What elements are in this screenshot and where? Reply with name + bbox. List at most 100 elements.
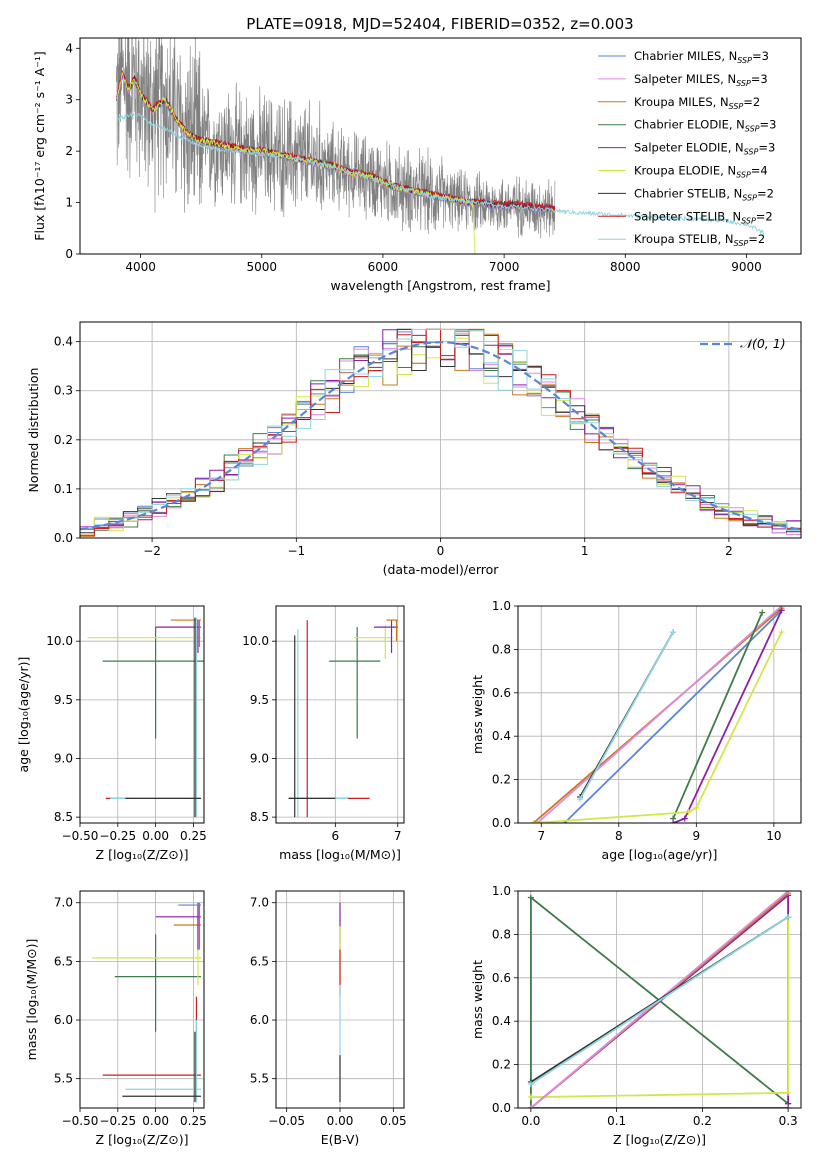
weight-point-marker (693, 804, 700, 811)
weight-point-marker (681, 815, 688, 822)
axes-frame-age-vs-mass (275, 605, 405, 824)
x-tick-label: 0.00 (142, 1114, 169, 1128)
weight-point-marker (785, 1089, 792, 1096)
x-tick-label: −1 (287, 544, 305, 558)
x-tick-label: 9000 (731, 260, 762, 274)
weight-series-line (536, 606, 783, 823)
legend-label-sub: SSP (734, 239, 749, 248)
legend-entry-label: Chabrier ELODIE, NSSP=3 (634, 118, 776, 134)
legend-label-main: Chabrier STELIB, N (634, 186, 742, 200)
x-tick-label: 0.3 (779, 1114, 798, 1128)
x-tick-label: −0.05 (268, 1114, 305, 1128)
x-tick-label: 6000 (368, 260, 399, 274)
legend-entry-label: 𝒩(0, 1) (740, 336, 786, 351)
y-axis-label: Flux [fλ10⁻¹⁷ erg cm⁻² s⁻¹ A⁻¹] (32, 51, 47, 240)
legend-label-main: Chabrier MILES, N (634, 49, 737, 63)
y-tick-label: 0.8 (492, 642, 511, 656)
legend-entry-label: Kroupa ELODIE, NSSP=4 (634, 164, 768, 180)
x-axis-label: Z [log₁₀(Z/Z⊙)] (96, 847, 189, 862)
legend-entry-label: Chabrier MILES, NSSP=3 (634, 49, 769, 65)
legend-label-count: =2 (756, 209, 773, 223)
x-tick-label: 0.05 (380, 1114, 407, 1128)
y-tick-label: 5.5 (54, 1072, 73, 1086)
y-tick-label: 6.0 (54, 1013, 73, 1027)
legend-label-main: Kroupa ELODIE, N (634, 164, 736, 178)
legend-label-sub: SSP (745, 125, 760, 134)
y-tick-label: 0.1 (54, 482, 73, 496)
y-axis-label: mass weight (470, 675, 485, 754)
y-tick-label: 4 (65, 41, 73, 55)
axes-frame-spectrum (79, 37, 802, 255)
x-axis-label: wavelength [Angstrom, rest frame] (330, 278, 550, 293)
y-tick-label: 8.5 (54, 810, 73, 824)
x-axis-label: (data-model)/error (383, 562, 500, 577)
x-tick-label: 7 (394, 829, 402, 843)
y-tick-label: 10.0 (46, 634, 73, 648)
panel-weight-vs-Z: 0.0 0.1 0.2 0.3 0.0 0.2 0.4 0.6 0.8 1.0 Z [log₁₀(Z… (470, 884, 802, 1147)
y-tick-label: 0.0 (54, 531, 73, 545)
weight-point-marker (670, 820, 677, 823)
weight-point-marker (527, 1081, 534, 1088)
weight-series-line (672, 612, 764, 820)
panel-mass-vs-Z: −0.50 −0.25 0.00 0.25 5.5 6.0 6.5 7.0 Z [log₁₀(Z… (24, 890, 207, 1147)
y-tick-label: 0 (65, 247, 73, 261)
weight-point-marker (527, 1094, 534, 1101)
x-tick-label: 7 (537, 829, 545, 843)
weight-series-line (563, 609, 783, 823)
weight-point-marker (759, 609, 766, 616)
x-axis-label: E(B-V) (321, 1132, 360, 1147)
y-tick-label: 7.0 (54, 896, 73, 910)
y-tick-label: 0.3 (54, 384, 73, 398)
legend-entry-label: Salpeter STELIB, NSSP=2 (634, 209, 773, 225)
x-tick-label: 0.25 (180, 1114, 207, 1128)
legend-label-main: Salpeter MILES, N (634, 72, 736, 86)
histogram-step (80, 328, 801, 538)
legend-label-sub: SSP (729, 102, 744, 111)
legend-label-count: =2 (757, 186, 774, 200)
y-tick-label: 0.4 (492, 729, 511, 743)
axes-frame-weight-vs-Z (517, 890, 802, 1109)
legend-label-sub: SSP (744, 148, 759, 157)
y-tick-label: 6.0 (250, 1013, 269, 1027)
y-tick-label: 1.0 (492, 599, 511, 613)
plot-layer: 4000 5000 6000 7000 8000 9000 0 1 2 3 4 wavelength … (16, 37, 802, 1147)
legend-entry-label: Salpeter MILES, NSSP=3 (634, 72, 768, 88)
weight-series-line (579, 631, 674, 800)
weight-point-marker (778, 629, 785, 636)
x-tick-label: −0.50 (62, 829, 99, 843)
y-tick-label: 6.5 (54, 954, 73, 968)
plot-area-spectrum (115, 38, 765, 254)
x-tick-label: −0.50 (62, 1114, 99, 1128)
x-tick-label: 0.00 (327, 1114, 354, 1128)
y-tick-label: 6.5 (250, 954, 269, 968)
legend-label-count: =3 (760, 118, 777, 132)
legend-label-main: Chabrier ELODIE, N (634, 118, 745, 132)
x-tick-label: 0.00 (142, 829, 169, 843)
weight-point-marker (534, 820, 541, 823)
y-tick-label: 9.0 (54, 751, 73, 765)
weight-point-marker (530, 820, 537, 823)
legend-residuals: 𝒩(0, 1) (700, 336, 786, 351)
weight-point-marker (778, 607, 785, 614)
y-tick-label: 1 (65, 196, 73, 210)
x-tick-label: 8 (615, 829, 623, 843)
x-tick-label: −0.25 (99, 829, 136, 843)
x-tick-label: 0.2 (693, 1114, 712, 1128)
y-tick-label: 2 (65, 144, 73, 158)
y-tick-label: 10.0 (242, 634, 269, 648)
x-tick-label: 0 (437, 544, 445, 558)
y-tick-label: 3 (65, 93, 73, 107)
axes-frame-mass-vs-Z (79, 890, 205, 1109)
y-tick-label: 5.5 (250, 1072, 269, 1086)
y-tick-label: 9.5 (54, 693, 73, 707)
normal-curve (80, 341, 801, 531)
y-axis-label: age [log₁₀(age/yr)] (16, 657, 31, 773)
y-tick-label: 0.4 (492, 1014, 511, 1028)
y-tick-label: 0.4 (54, 335, 73, 349)
panel-spectrum: 4000 5000 6000 7000 8000 9000 0 1 2 3 4 wavelength … (32, 37, 802, 293)
weight-point-marker (527, 894, 534, 901)
legend-entry-label: Chabrier STELIB, NSSP=2 (634, 186, 774, 202)
axes-frame-weight-vs-age (517, 605, 802, 824)
x-tick-label: 7000 (489, 260, 520, 274)
